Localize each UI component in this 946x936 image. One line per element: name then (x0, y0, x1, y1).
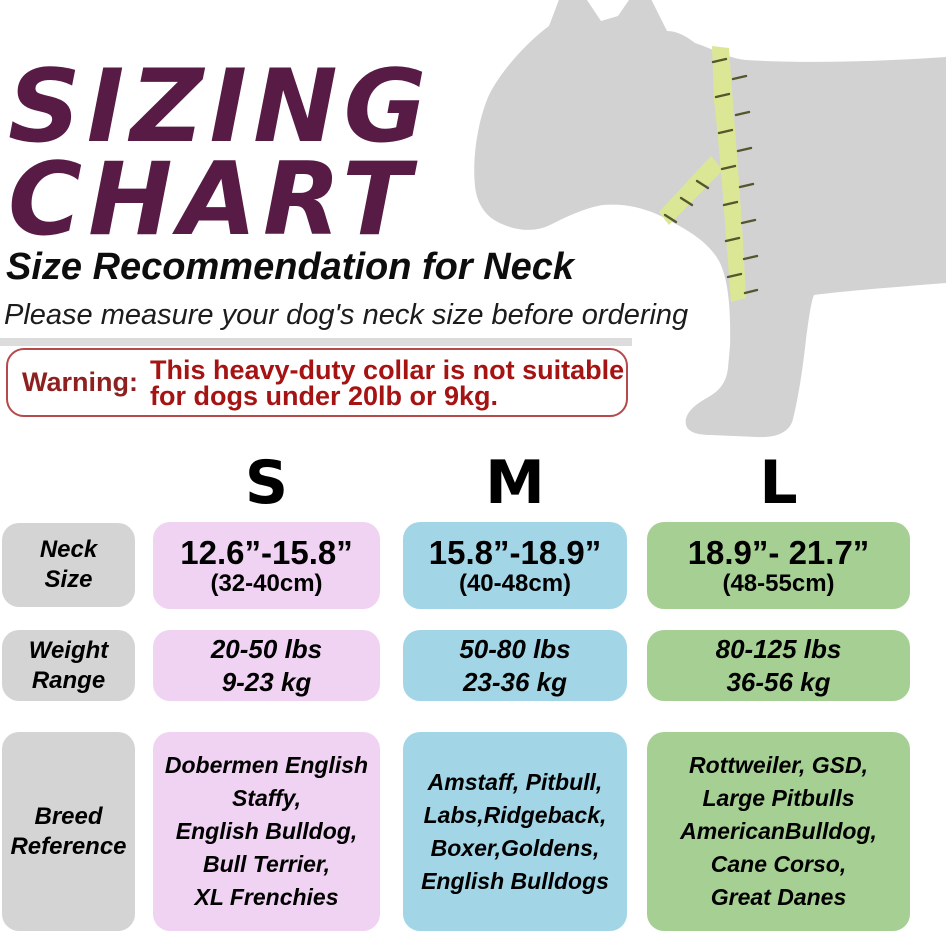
neck-size-cell-m: 15.8”-18.9” (40-48cm) (403, 522, 627, 609)
breed-l-line4: Cane Corso, (710, 851, 847, 877)
breed-reference-cell-l: Rottweiler, GSD, Large Pitbulls American… (647, 732, 910, 931)
breed-reference-cell-m: Amstaff, Pitbull, Labs,Ridgeback, Boxer,… (403, 732, 627, 931)
page-title-line2: CHART (8, 140, 417, 258)
column-header-s: S (244, 448, 289, 518)
breed-m-line2: Labs,Ridgeback, (423, 801, 607, 828)
weight-range-cell-m: 50-80 lbs 23-36 kg (403, 630, 627, 701)
warning-message-line1: This heavy-duty collar is not suitable (150, 354, 625, 385)
breed-s-line5: XL Frenchies (194, 884, 339, 910)
warning-message: This heavy-duty collar is not suitable f… (150, 354, 625, 411)
column-header-m: M (485, 448, 545, 518)
dog-graphic (440, 0, 946, 445)
breed-l-line1: Rottweiler, GSD, (689, 752, 868, 778)
neck-size-m-cm: (40-48cm) (458, 569, 572, 597)
gray-divider-bar (0, 338, 632, 346)
neck-size-l-cm: (48-55cm) (722, 569, 835, 597)
dog-silhouette-graphic (474, 0, 946, 438)
row-label-neck-size: Neck Size (2, 523, 135, 607)
breed-l-line3: AmericanBulldog, (680, 818, 877, 844)
row-label-neck-line2: Size (44, 566, 93, 593)
neck-size-m-inches: 15.8”-18.9” (428, 533, 602, 571)
row-label-breed-reference: Breed Reference (2, 732, 135, 931)
neck-size-cell-l: 18.9”- 21.7” (48-55cm) (647, 522, 910, 609)
warning-box: Warning: This heavy-duty collar is not s… (6, 348, 628, 417)
measure-note: Please measure your dog's neck size befo… (4, 299, 689, 331)
weight-s-lbs: 20-50 lbs (210, 633, 323, 664)
breed-l-line2: Large Pitbulls (702, 785, 855, 811)
breed-m-line3: Boxer,Goldens, (430, 834, 600, 861)
subtitle: Size Recommendation for Neck (6, 246, 575, 288)
weight-range-cell-l: 80-125 lbs 36-56 kg (647, 630, 910, 701)
tape-tick-marks (663, 57, 759, 295)
row-label-neck-line1: Neck (39, 536, 98, 563)
breed-s-line2: Staffy, (231, 785, 302, 811)
row-label-weight-line2: Range (31, 666, 106, 694)
weight-m-lbs: 50-80 lbs (459, 633, 571, 664)
weight-l-kg: 36-56 kg (726, 666, 831, 697)
breed-s-line1: Dobermen English (164, 752, 369, 778)
weight-range-cell-s: 20-50 lbs 9-23 kg (153, 630, 380, 701)
page-title-line1: SIZING (8, 47, 433, 165)
neck-size-s-inches: 12.6”-15.8” (180, 533, 353, 571)
breed-l-line5: Great Danes (710, 884, 847, 910)
row-label-breed-line1: Breed (34, 802, 103, 830)
row-label-weight-line1: Weight (28, 636, 109, 664)
breed-m-line1: Amstaff, Pitbull, (427, 768, 603, 795)
row-label-breed-line2: Reference (10, 832, 127, 860)
dog-silhouette (474, 0, 946, 438)
neck-size-s-cm: (32-40cm) (210, 569, 323, 597)
row-label-weight-range: Weight Range (2, 630, 135, 701)
breed-s-line3: English Bulldog, (175, 818, 358, 844)
weight-m-kg: 23-36 kg (462, 666, 568, 697)
weight-l-lbs: 80-125 lbs (715, 633, 842, 664)
breed-s-line4: Bull Terrier, (203, 851, 330, 877)
warning-message-line2: for dogs under 20lb or 9kg. (150, 380, 499, 411)
column-header-l: L (759, 448, 798, 518)
neck-size-cell-s: 12.6”-15.8” (32-40cm) (153, 522, 380, 609)
page-title: SIZING CHART (8, 47, 433, 258)
measuring-tape-branch (659, 156, 723, 225)
neck-size-l-inches: 18.9”- 21.7” (687, 533, 870, 571)
breed-reference-cell-s: Dobermen English Staffy, English Bulldog… (153, 732, 380, 931)
weight-s-kg: 9-23 kg (221, 666, 312, 697)
breed-m-line4: English Bulldogs (421, 867, 609, 894)
warning-label: Warning: (22, 367, 138, 397)
